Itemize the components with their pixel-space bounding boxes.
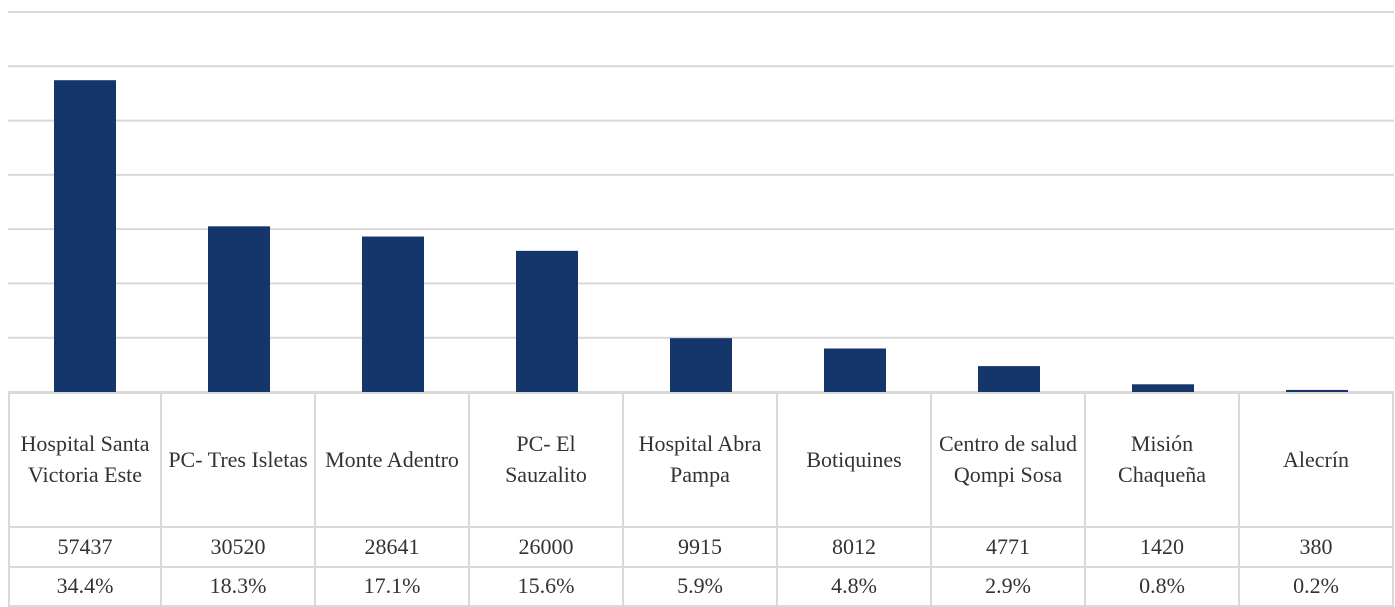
percent-cell: 34.4%	[8, 568, 162, 607]
value-cell: 1420	[1086, 528, 1240, 568]
value-cell: 9915	[624, 528, 778, 568]
category-label: PC- Tres Isletas	[162, 392, 316, 528]
percent-cell: 0.8%	[1086, 568, 1240, 607]
value-cell: 28641	[316, 528, 470, 568]
value-cell: 4771	[932, 528, 1086, 568]
value-cell: 26000	[470, 528, 624, 568]
bar	[824, 348, 886, 392]
category-label: Misión Chaqueña	[1086, 392, 1240, 528]
percent-cell: 0.2%	[1240, 568, 1394, 607]
category-label: Hospital Abra Pampa	[624, 392, 778, 528]
category-label: PC- El Sauzalito	[470, 392, 624, 528]
percent-cell: 5.9%	[624, 568, 778, 607]
bar	[670, 338, 732, 392]
bar	[208, 226, 270, 392]
percent-cell: 15.6%	[470, 568, 624, 607]
percent-cell: 2.9%	[932, 568, 1086, 607]
bar	[978, 366, 1040, 392]
value-cell: 8012	[778, 528, 932, 568]
bar	[1286, 389, 1348, 392]
bar	[1132, 384, 1194, 392]
value-cell: 30520	[162, 528, 316, 568]
bar	[54, 80, 116, 392]
category-label: Botiquines	[778, 392, 932, 528]
category-label: Centro de salud Qompi Sosa	[932, 392, 1086, 528]
percent-cell: 4.8%	[778, 568, 932, 607]
chart	[8, 11, 1394, 393]
percent-cell: 18.3%	[162, 568, 316, 607]
bar	[362, 236, 424, 392]
category-label: Hospital Santa Victoria Este	[8, 392, 162, 528]
category-label: Monte Adentro	[316, 392, 470, 528]
category-label: Alecrín	[1240, 392, 1394, 528]
percent-cell: 17.1%	[316, 568, 470, 607]
value-cell: 380	[1240, 528, 1394, 568]
value-cell: 57437	[8, 528, 162, 568]
bar	[516, 250, 578, 392]
data-table: Hospital Santa Victoria Este PC- Tres Isl…	[8, 392, 1394, 607]
